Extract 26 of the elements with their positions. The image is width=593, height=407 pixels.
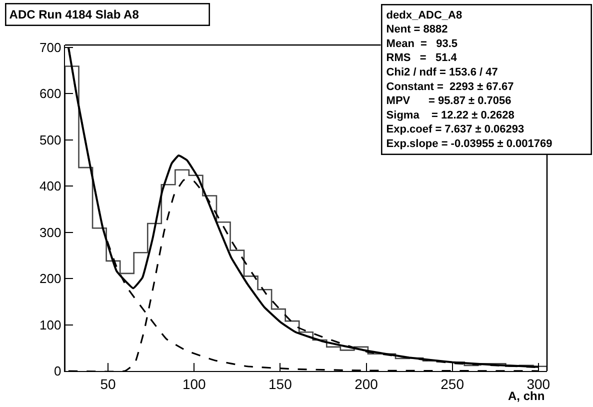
x-tick-label: 250 bbox=[440, 376, 464, 392]
y-tick-label: 200 bbox=[40, 271, 62, 286]
y-tick-label: 400 bbox=[40, 178, 62, 194]
annotation: Chi2 / ndf = 153.6 / 47 bbox=[386, 66, 498, 78]
text: Nent = 8882 bbox=[386, 24, 448, 36]
annotation: RMS = 51.4 bbox=[386, 52, 458, 64]
y-tick-label: 0 bbox=[54, 364, 62, 379]
annotation: Mean = 93.5 bbox=[386, 38, 458, 50]
x-tick-label: 100 bbox=[182, 376, 206, 392]
x-tick-label: 200 bbox=[354, 376, 378, 392]
annotation: MPV = 95.87 ± 0.7056 bbox=[386, 95, 512, 108]
x-tick-label: 150 bbox=[268, 376, 292, 392]
annotation: Constant = 2293 ± 67.67 bbox=[386, 80, 514, 93]
annotation: Exp.slope = -0.03955 ± 0.001769 bbox=[386, 138, 552, 150]
y-tick-label: 600 bbox=[40, 86, 62, 102]
chart-title: ADC Run 4184 Slab A8 bbox=[9, 7, 140, 22]
annotation: Exp.coef = 7.637 ± 0.06293 bbox=[386, 124, 524, 136]
x-axis-title: A, chn bbox=[508, 389, 545, 403]
x-tick-label: 50 bbox=[100, 376, 116, 392]
y-tick-label: 700 bbox=[40, 40, 62, 55]
text: dedx_ADC_A8 bbox=[386, 9, 462, 22]
y-tick-label: 100 bbox=[40, 317, 62, 332]
annotation: Sigma = 12.22 ± 0.2628 bbox=[386, 109, 514, 122]
y-tick-label: 500 bbox=[40, 132, 62, 148]
x-tick-label: 300 bbox=[526, 376, 550, 392]
y-tick-label: 300 bbox=[40, 224, 62, 240]
